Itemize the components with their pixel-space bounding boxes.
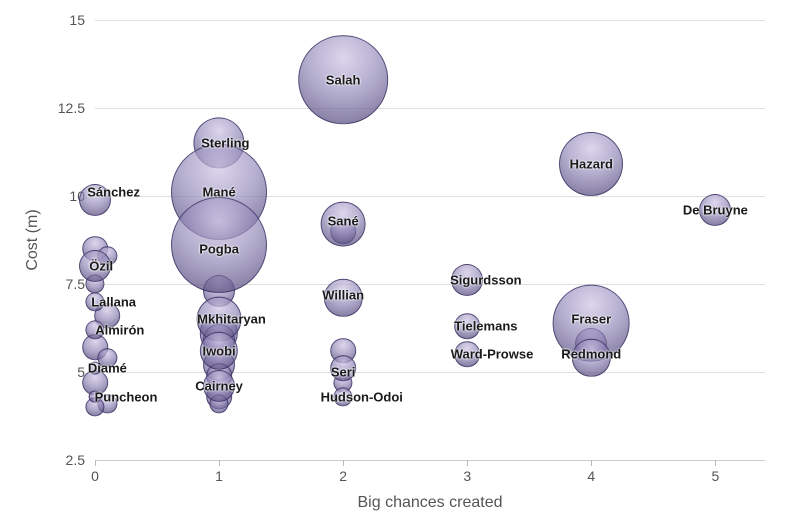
x-tick-label: 1 — [215, 460, 223, 484]
gridline — [95, 108, 765, 109]
x-tick-label: 0 — [91, 460, 99, 484]
data-point[interactable] — [559, 132, 623, 196]
x-tick-label: 3 — [463, 460, 471, 484]
gridline — [95, 20, 765, 21]
data-point[interactable] — [699, 194, 731, 226]
x-axis-baseline — [95, 460, 765, 461]
x-axis-title: Big chances created — [358, 494, 503, 512]
data-point[interactable] — [89, 362, 102, 375]
data-point[interactable] — [79, 184, 111, 216]
data-point[interactable] — [334, 387, 353, 406]
data-point[interactable] — [298, 35, 388, 125]
plot-area: 2.557.51012.515012345SalahSterlingHazard… — [95, 20, 765, 460]
data-point[interactable] — [79, 250, 111, 282]
x-tick-label: 4 — [587, 460, 595, 484]
data-point[interactable] — [89, 390, 102, 403]
data-point[interactable] — [451, 264, 483, 296]
y-tick-label: 12.5 — [58, 100, 95, 116]
x-tick-label: 5 — [711, 460, 719, 484]
gridline — [95, 372, 765, 373]
data-point[interactable] — [321, 202, 366, 247]
data-point[interactable] — [324, 279, 362, 317]
data-point[interactable] — [454, 342, 480, 368]
x-tick-label: 2 — [339, 460, 347, 484]
bubble-chart: 2.557.51012.515012345SalahSterlingHazard… — [0, 0, 800, 531]
data-point[interactable] — [330, 356, 356, 382]
data-point[interactable] — [171, 197, 267, 293]
data-point[interactable] — [203, 370, 235, 402]
data-point[interactable] — [454, 313, 480, 339]
y-tick-label: 15 — [69, 12, 95, 28]
y-axis-title: Cost (m) — [24, 209, 42, 270]
